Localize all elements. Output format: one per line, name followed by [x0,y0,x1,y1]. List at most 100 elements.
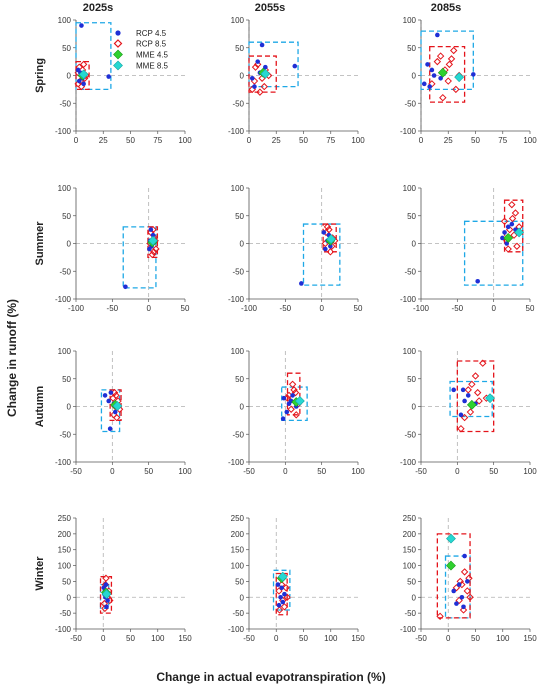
rcp45-point [438,75,443,81]
rcp85-point [292,411,300,419]
y-tick-label: -100 [55,625,72,634]
x-tick-label: 50 [126,634,135,643]
rcp85-point [280,603,289,611]
rcp85-point [466,408,475,416]
y-tick-label: 0 [67,403,72,412]
x-tick-label: 0 [491,304,496,313]
y-tick-label: 250 [231,514,245,523]
legend-marker-rcp45 [115,30,121,36]
x-tick-label: 50 [354,304,363,313]
x-tick-label: -100 [241,304,258,313]
rcp45-point [102,393,108,398]
x-tick-label: -50 [415,467,427,476]
row-label-summer: Summer [34,221,46,266]
y-tick-label: -50 [232,267,244,276]
rcp85-point [444,77,452,85]
range-box-rcp45 [248,41,299,88]
rcp85-point [256,88,264,96]
rcp85-point [290,386,298,394]
y-tick-label: 50 [62,212,71,221]
x-tick-label: -50 [107,304,119,313]
y-tick-label: 0 [412,593,417,602]
rcp85-point [288,380,297,389]
y-tick-label: 50 [407,44,416,53]
rcp85-point [468,380,476,389]
rcp45-point [321,230,327,235]
range-box-rcp85 [456,360,495,433]
rcp45-point [461,604,466,610]
y-tick-label: 0 [240,240,245,249]
x-tick-label: 0 [283,467,288,476]
y-tick-label: -50 [404,430,416,439]
mme45-point [446,560,456,571]
x-tick-label: 100 [523,136,537,145]
rcp85-point [291,388,300,397]
rcp45-point [280,416,286,422]
x-tick-label: -50 [452,304,464,313]
rcp85-point [260,82,268,91]
y-tick-label: -100 [55,295,72,304]
mme85-point [101,589,112,600]
rcp45-point [460,387,466,393]
rcp45-point [107,426,113,432]
rcp45-point [458,412,464,418]
y-tick-label: -100 [55,458,72,467]
x-tick-label: 0 [247,136,252,145]
column-title-2025s: 2025s [83,2,114,14]
mme45-point [503,233,514,243]
rcp85-point [464,386,472,394]
rcp45-point [106,398,111,404]
y-tick-label: 250 [403,514,417,523]
rcp45-point [148,227,154,232]
range-box-rcp45 [420,30,474,91]
rcp45-point [462,553,467,559]
y-tick-label: 50 [407,212,416,221]
rcp45-point [502,230,507,235]
x-tick-label: 50 [126,136,135,145]
legend: RCP 4.5 RCP 8.5 MME 4.5 MME 8.5 [113,29,169,71]
rcp45-point [76,78,82,84]
rcp45-point [284,409,290,415]
y-tick-label: 100 [58,184,72,193]
rcp45-point [505,224,511,230]
y-tick-label: -100 [400,127,417,136]
mme85-point [78,69,89,80]
y-tick-label: 50 [62,577,71,586]
rcp45-point [500,235,505,241]
y-tick-label: 100 [231,347,245,356]
x-tick-label: 0 [319,304,324,313]
rcp85-point [457,424,465,433]
rcp85-point [439,93,447,102]
rcp45-point [104,604,109,610]
x-tick-label: 50 [299,634,308,643]
x-tick-label: 100 [178,136,192,145]
rcp45-point [112,409,118,415]
mme45-point [437,67,448,78]
rcp85-point [460,568,469,576]
y-tick-label: 100 [58,347,72,356]
legend-marker-mme45 [113,49,123,60]
rcp45-point [259,42,265,48]
y-tick-label: -50 [404,609,416,618]
y-tick-label: 100 [231,16,245,25]
rcp45-point [435,32,440,38]
x-tick-label: 100 [151,634,165,643]
rcp45-point [454,601,459,606]
y-tick-label: -50 [404,99,416,108]
mme85-point [446,533,456,544]
x-tick-label: -100 [68,304,85,313]
x-tick-label: 50 [317,467,326,476]
mme85-point [326,234,337,244]
y-tick-label: -100 [228,458,245,467]
x-tick-label: -50 [243,467,255,476]
y-tick-label: 0 [412,72,417,81]
column-title-2085s: 2085s [431,2,462,14]
range-box-rcp45 [122,226,157,289]
y-tick-label: 200 [403,530,417,539]
rcp85-point [275,606,284,614]
rcp85-point [471,372,480,380]
